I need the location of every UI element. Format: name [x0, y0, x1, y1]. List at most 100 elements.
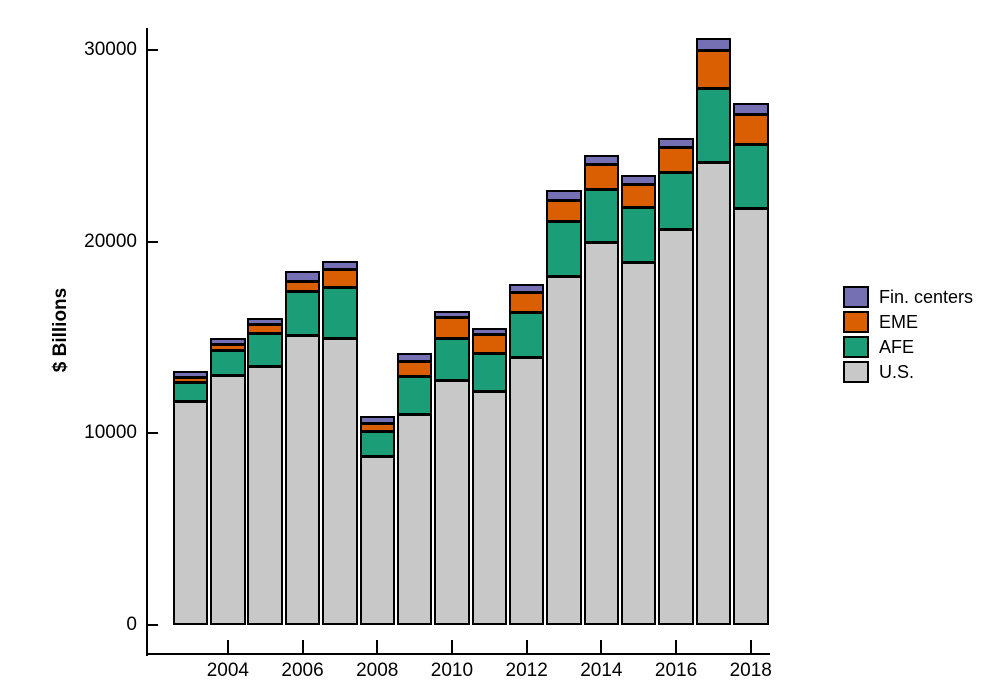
bar-segment-fin-centers-2017: [695, 38, 732, 51]
bar-segment-fin-centers-2003: [172, 371, 209, 378]
bar-segment-fin-centers-2014: [583, 155, 620, 165]
bar-segment-fin-centers-2016: [658, 138, 694, 148]
bar-segment-afe-2009: [396, 376, 433, 415]
x-tick-label: 2016: [654, 660, 698, 681]
bar-segment-u-s-2009: [396, 414, 433, 625]
bar-segment-fin-centers-2018: [733, 103, 769, 115]
bar-segment-eme-2013: [546, 200, 582, 222]
bar-segment-u-s-2006: [284, 335, 321, 625]
y-tick-label: 10000: [84, 422, 137, 444]
legend-label-afe: AFE: [879, 337, 915, 357]
bar-segment-fin-centers-2005: [247, 318, 283, 325]
bar-segment-fin-centers-2009: [396, 353, 433, 362]
bar-segment-eme-2009: [396, 361, 433, 377]
bar-segment-afe-2014: [583, 189, 620, 243]
bar-segment-u-s-2011: [471, 391, 508, 625]
bar-segment-eme-2014: [583, 164, 620, 190]
bar-segment-eme-2007: [322, 269, 358, 288]
bar-segment-u-s-2010: [434, 380, 470, 625]
bar-segment-afe-2015: [620, 207, 657, 263]
x-tick: [450, 640, 453, 653]
legend-swatch-eme: [843, 311, 869, 333]
x-axis-line: [146, 653, 770, 655]
bar-segment-eme-2011: [471, 334, 508, 354]
x-tick: [525, 640, 528, 653]
y-tick-label: 20000: [84, 230, 137, 252]
bar-segment-eme-2012: [508, 292, 545, 313]
bar-segment-u-s-2004: [210, 375, 246, 625]
bar-segment-eme-2006: [284, 281, 321, 292]
bar-segment-fin-centers-2013: [546, 190, 582, 201]
bar-segment-fin-centers-2011: [471, 328, 508, 335]
bar-segment-u-s-2007: [322, 338, 358, 625]
x-tick-label: 2012: [505, 660, 548, 681]
bar-segment-eme-2010: [434, 317, 470, 339]
bar-segment-fin-centers-2008: [359, 416, 395, 424]
x-tick: [376, 640, 379, 653]
x-tick: [675, 640, 678, 653]
x-tick-label: 2004: [206, 660, 249, 681]
legend-item-eme: EME: [843, 311, 973, 333]
legend-label-u-s: U.S.: [879, 362, 915, 382]
bar-segment-eme-2018: [733, 114, 769, 145]
x-tick-label: 2010: [430, 660, 474, 681]
bar-segment-eme-2008: [359, 423, 395, 432]
legend-swatch-u-s: [843, 361, 869, 383]
bar-segment-fin-centers-2015: [620, 175, 657, 185]
x-tick: [749, 640, 752, 653]
bar-segment-u-s-2018: [733, 208, 769, 625]
bar-segment-afe-2010: [434, 338, 470, 381]
bar-segment-afe-2017: [695, 88, 732, 163]
legend: Fin. centers EME AFE U.S.: [843, 286, 973, 386]
bar-segment-u-s-2008: [359, 456, 395, 625]
legend-swatch-fin-centers: [843, 286, 869, 308]
bar-segment-u-s-2013: [546, 276, 582, 625]
bar-segment-eme-2015: [620, 184, 657, 208]
bar-segment-eme-2003: [172, 377, 209, 383]
x-tick: [600, 640, 603, 653]
bar-segment-u-s-2012: [508, 357, 545, 625]
bar-segment-u-s-2017: [695, 162, 732, 625]
legend-item-fin-centers: Fin. centers: [843, 286, 973, 308]
x-tick-label: 2006: [281, 660, 324, 681]
legend-item-u-s: U.S.: [843, 361, 973, 383]
legend-label-fin-centers: Fin. centers: [879, 287, 974, 307]
x-tick: [226, 640, 229, 653]
y-tick: [147, 49, 158, 51]
bar-segment-fin-centers-2012: [508, 284, 545, 293]
bar-segment-afe-2013: [546, 221, 582, 277]
bar-segment-fin-centers-2004: [210, 338, 246, 345]
bar-segment-u-s-2003: [172, 401, 209, 625]
bar-segment-afe-2004: [210, 350, 246, 376]
bar-segment-u-s-2015: [620, 262, 657, 625]
bar-segment-eme-2017: [695, 50, 732, 89]
y-tick: [147, 240, 158, 243]
y-tick-label: 30000: [84, 39, 137, 60]
bar-segment-afe-2007: [322, 287, 358, 339]
y-axis-line: [146, 28, 148, 656]
x-tick-label: 2018: [729, 660, 772, 681]
bar-segment-afe-2012: [508, 312, 545, 358]
x-tick-label: 2008: [356, 660, 399, 681]
bar-segment-eme-2005: [247, 324, 283, 334]
bar-segment-u-s-2005: [247, 366, 283, 625]
bar-segment-afe-2003: [172, 382, 209, 402]
bar-segment-afe-2016: [658, 172, 694, 230]
x-tick-label: 2014: [580, 660, 623, 681]
bar-segment-afe-2005: [247, 333, 283, 367]
legend-label-eme: EME: [879, 312, 919, 332]
bar-segment-eme-2004: [210, 344, 246, 351]
y-tick: [147, 624, 158, 626]
bar-segment-fin-centers-2007: [322, 261, 358, 270]
bar-segment-afe-2006: [284, 291, 321, 336]
bar-segment-u-s-2016: [658, 229, 694, 625]
bar-segment-fin-centers-2006: [284, 271, 321, 282]
bar-segment-eme-2016: [658, 147, 694, 173]
y-tick-label: 0: [126, 614, 137, 635]
legend-item-afe: AFE: [843, 336, 973, 358]
legend-swatch-afe: [843, 336, 869, 358]
bar-segment-fin-centers-2010: [434, 311, 470, 318]
x-tick: [301, 640, 304, 653]
